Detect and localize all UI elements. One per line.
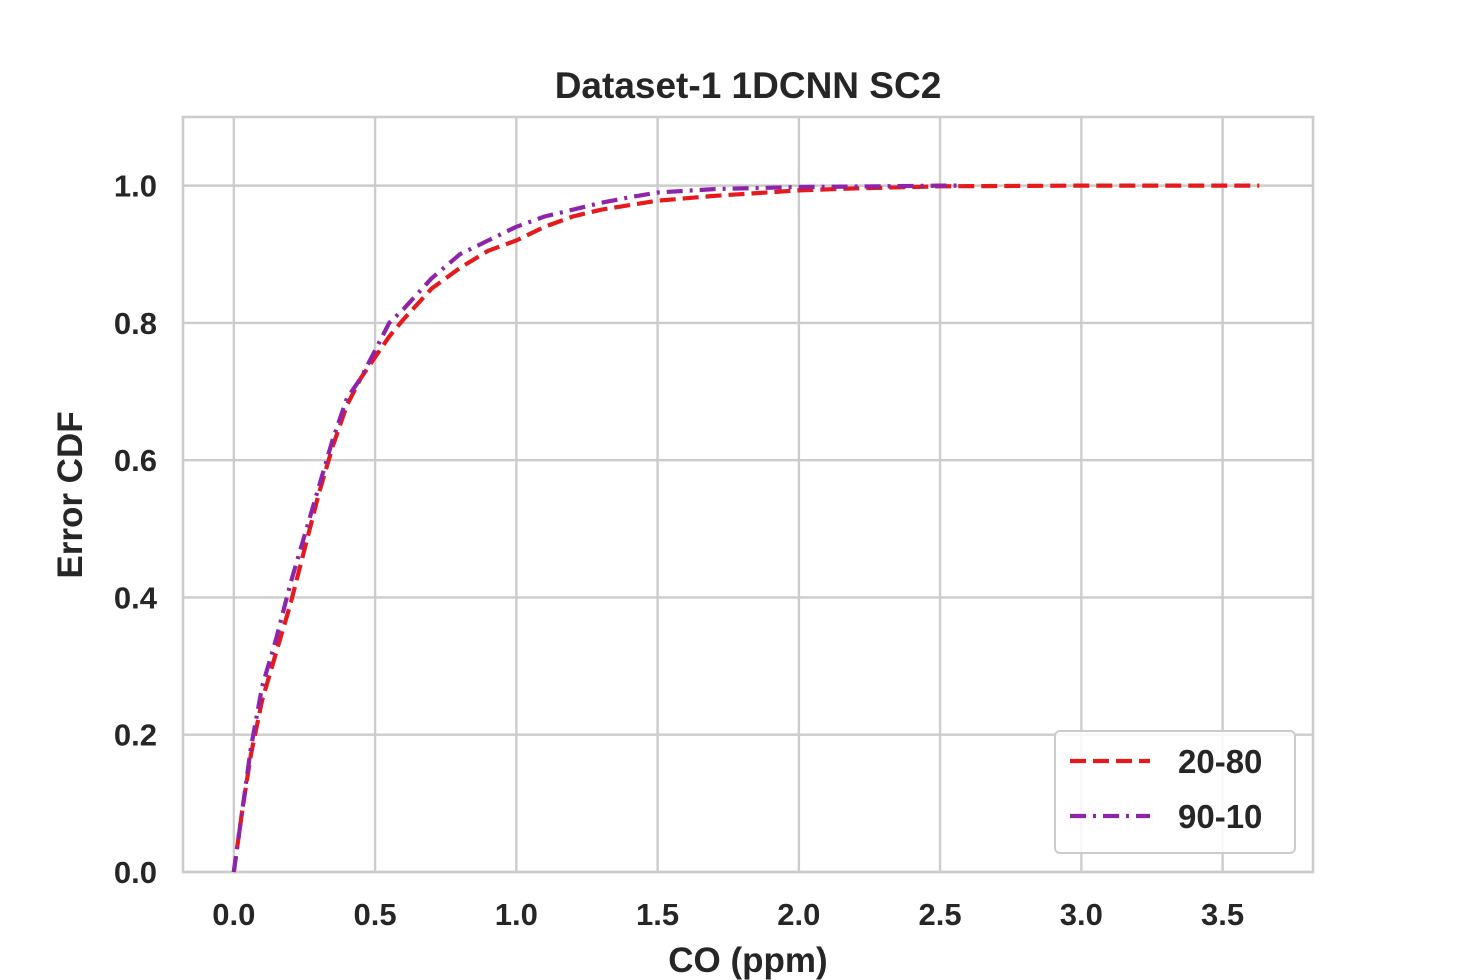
series-line-90-10 [231,183,960,873]
x-tick-label: 0.0 [212,897,255,932]
y-tick-label: 1.0 [114,169,157,204]
y-tick-label: 0.2 [114,718,157,753]
y-tick-label: 0.0 [114,855,157,890]
x-tick-label: 3.5 [1201,897,1244,932]
chart-title: Dataset-1 1DCNN SC2 [555,65,942,106]
x-tick-label: 3.0 [1060,897,1103,932]
legend-label-20-80: 20-80 [1178,743,1262,780]
x-axis-label: CO (ppm) [668,941,827,980]
x-tick-label: 0.5 [354,897,397,932]
x-tick-label: 2.5 [919,897,962,932]
legend-box [1054,730,1296,854]
series-layer [231,183,1260,873]
legend: 20-80 90-10 [1054,730,1296,854]
y-tick-label: 0.8 [114,306,157,341]
y-axis-label: Error CDF [51,411,90,578]
series-line-20-80 [231,183,1260,873]
y-tick-label: 0.6 [114,443,157,478]
plot-frame [181,115,1315,874]
x-tick-label: 1.0 [495,897,538,932]
x-tick-label: 1.5 [636,897,679,932]
y-tick-label: 0.4 [114,580,158,615]
legend-label-90-10: 90-10 [1178,798,1262,835]
x-tick-label: 2.0 [777,897,820,932]
tick-layer: 0.0 0.5 1.0 1.5 2.0 2.5 3.0 3.5 0.0 0.2 0.4 0.6 0.8 1… [114,169,1244,932]
